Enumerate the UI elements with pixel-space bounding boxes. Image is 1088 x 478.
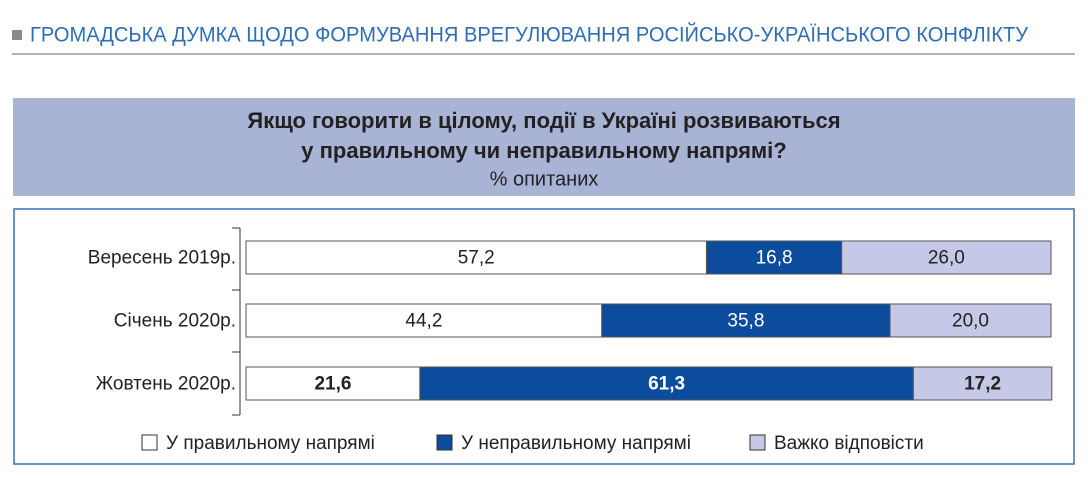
category-label: Жовтень 2020р. [96, 374, 236, 395]
bar-segment [889, 303, 1052, 338]
legend-label: У неправильному напрямі [461, 433, 691, 454]
category-label: Січень 2020р. [114, 311, 236, 332]
legend-label: У правильному напрямі [166, 433, 375, 454]
value-label: 35,8 [727, 311, 764, 332]
title-box [13, 98, 1075, 196]
chart-title: Якщо говорити в цілому, події в Україні … [247, 108, 840, 133]
value-label: 44,2 [405, 311, 442, 332]
header-bullet [12, 30, 22, 40]
value-label: 26,0 [928, 248, 965, 269]
chart-title: у правильному чи неправильному напрямі? [301, 138, 786, 163]
bar-segment [601, 303, 891, 338]
chart-frame [13, 208, 1075, 465]
category-label: Вересень 2019р. [88, 248, 236, 269]
legend-swatch [436, 434, 453, 451]
value-label: 21,6 [314, 374, 351, 395]
bar-segment [245, 303, 603, 338]
bar-segment [912, 366, 1053, 401]
legend-label: Важко відповісти [774, 433, 924, 454]
bar-segment [419, 366, 914, 401]
chart-subtitle: % опитаних [490, 168, 599, 190]
value-label: 17,2 [964, 374, 1001, 395]
legend-swatch [141, 434, 158, 451]
value-label: 16,8 [756, 248, 793, 269]
header: ГРОМАДСЬКА ДУМКА ЩОДО ФОРМУВАННЯ ВРЕГУЛЮ… [30, 23, 1029, 47]
value-label: 20,0 [952, 311, 989, 332]
value-label: 61,3 [648, 374, 685, 395]
legend-swatch [749, 434, 766, 451]
bar-segment [245, 366, 421, 401]
value-label: 57,2 [458, 248, 495, 269]
bar-segment [841, 240, 1052, 275]
